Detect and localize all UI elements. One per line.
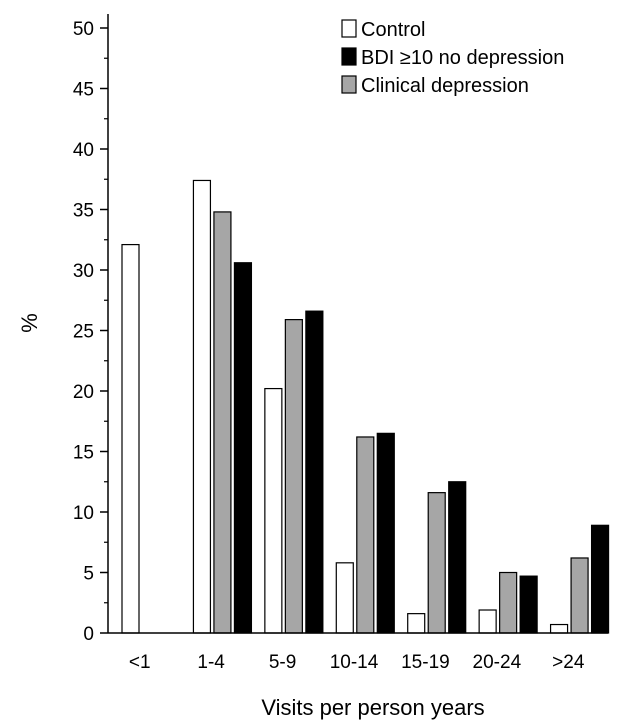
y-tick-label: 15 <box>73 443 94 464</box>
x-tick-label: 10-14 <box>330 652 379 673</box>
y-tick-label: 20 <box>73 382 94 403</box>
y-tick-label: 0 <box>83 624 94 645</box>
bar-control-1 <box>121 243 140 634</box>
y-tick-label: 30 <box>73 261 94 282</box>
bar-control-1-4 <box>192 179 212 634</box>
bar-layer <box>121 179 610 634</box>
y-tick-label: 40 <box>73 140 94 161</box>
bar-bdi-10-no-depression-24 <box>590 524 610 634</box>
bar-control-5-9 <box>264 387 283 634</box>
bar-bdi-10-no-depression-5-9 <box>305 310 324 634</box>
y-axis-title: % <box>17 313 42 333</box>
bar-clinical-depression-15-19 <box>427 492 446 634</box>
x-tick-label: 1-4 <box>197 652 225 673</box>
bar-bdi-10-no-depression-15-19 <box>448 481 467 634</box>
bar-control-24 <box>549 623 569 634</box>
bar-control-15-19 <box>407 613 426 634</box>
y-tick-label: 35 <box>73 201 94 222</box>
bar-clinical-depression-1-4 <box>213 211 232 634</box>
y-tick-label: 25 <box>73 322 94 343</box>
bar-bdi-10-no-depression-20-24 <box>519 575 538 634</box>
bar-bdi-10-no-depression-10-14 <box>376 432 395 634</box>
y-axis-ticks: 0 5 10 15 20 25 30 35 40 45 50 <box>73 19 108 645</box>
legend-label: Clinical depression <box>361 75 529 97</box>
bar-clinical-depression-24 <box>570 557 589 634</box>
x-tick-label: 15-19 <box>401 652 450 673</box>
x-tick-label: 20-24 <box>473 652 522 673</box>
x-tick-label: 5-9 <box>269 652 296 673</box>
legend-swatch <box>341 19 357 38</box>
bar-control-20-24 <box>478 609 497 634</box>
legend-swatch <box>341 47 357 66</box>
axes <box>107 14 608 634</box>
bar-control-10-14 <box>335 562 354 634</box>
x-axis-title: Visits per person years <box>261 695 484 720</box>
y-tick-label: 45 <box>73 80 94 101</box>
bar-clinical-depression-5-9 <box>284 319 303 634</box>
x-tick-label: <1 <box>129 652 151 673</box>
legend-label: BDI ≥10 no depression <box>361 47 564 69</box>
x-axis-ticks: <1 1-4 5-9 10-14 15-19 20-24 >24 <box>129 652 585 673</box>
legend: Control BDI ≥10 no depression Clinical dep… <box>341 19 564 97</box>
y-tick-label: 5 <box>83 564 94 585</box>
y-tick-label: 10 <box>73 503 94 524</box>
x-tick-label: >24 <box>552 652 585 673</box>
bar-clinical-depression-20-24 <box>499 571 518 634</box>
legend-label: Control <box>361 19 425 41</box>
legend-swatch <box>341 75 357 94</box>
bar-clinical-depression-10-14 <box>356 436 375 634</box>
bar-bdi-10-no-depression-1-4 <box>233 262 253 634</box>
y-tick-label: 50 <box>73 19 94 40</box>
